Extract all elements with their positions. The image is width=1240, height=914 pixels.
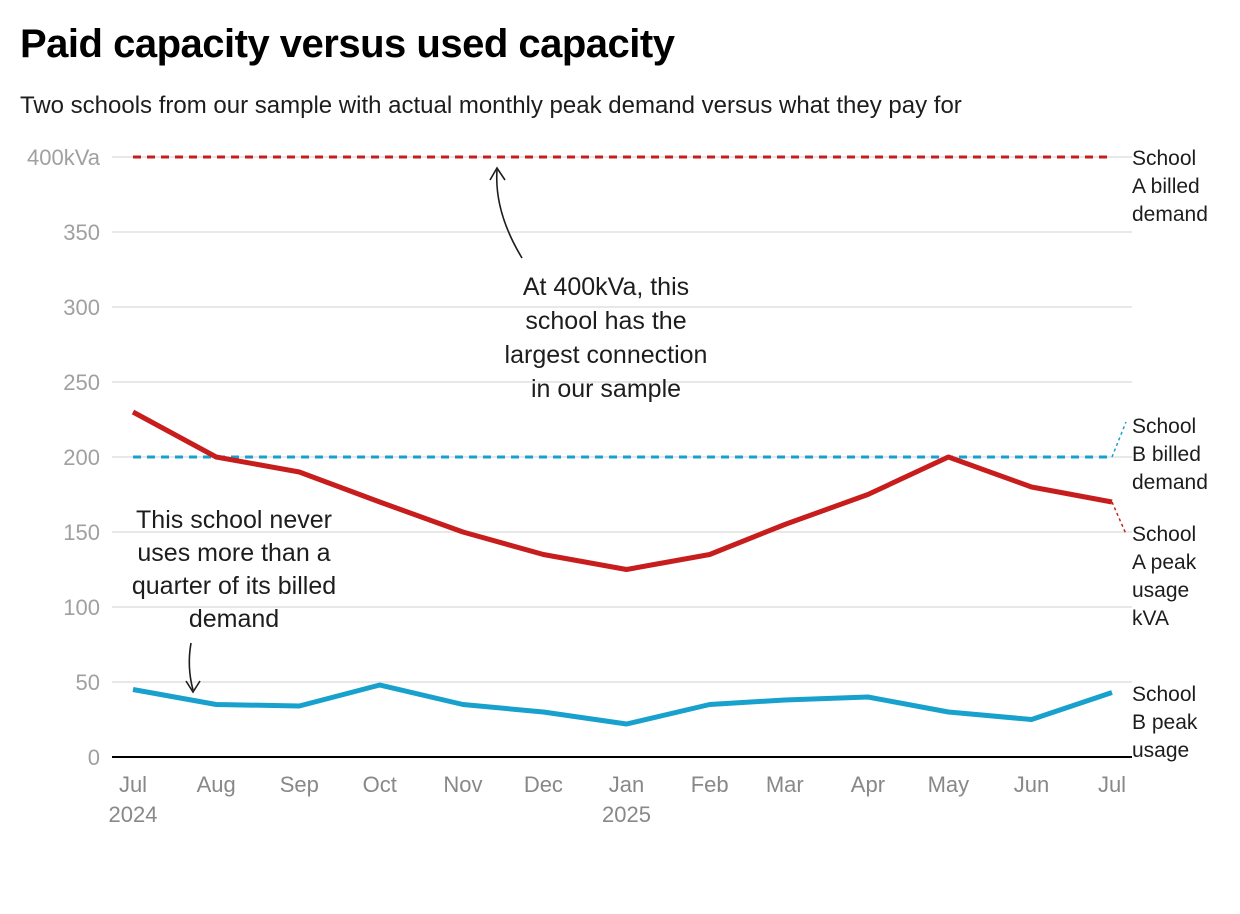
series-line-4 bbox=[132, 682, 1113, 727]
y-tick-label: 200 bbox=[63, 445, 100, 470]
series-label: B billed bbox=[1132, 443, 1201, 466]
y-tick-label: 150 bbox=[63, 520, 100, 545]
x-tick-label: Jul bbox=[1098, 772, 1126, 797]
x-tick-label: 2024 bbox=[109, 802, 158, 827]
annotation-text: quarter of its billed bbox=[132, 572, 336, 600]
series-label: usage bbox=[1132, 739, 1189, 762]
series-label: B peak bbox=[1132, 711, 1198, 734]
annotation-text: At 400kVa, this bbox=[523, 273, 689, 301]
x-tick-label: Mar bbox=[766, 772, 804, 797]
series-label: School bbox=[1132, 683, 1196, 706]
series-label: demand bbox=[1132, 203, 1208, 226]
x-tick-label: Sep bbox=[280, 772, 319, 797]
x-tick-label: Aug bbox=[197, 772, 236, 797]
annotation-text: school has the bbox=[525, 307, 686, 335]
series-label: A peak bbox=[1132, 551, 1197, 574]
y-tick-label: 0 bbox=[88, 745, 100, 770]
x-tick-label: Jan bbox=[609, 772, 644, 797]
y-tick-label: 250 bbox=[63, 370, 100, 395]
label-leader bbox=[1111, 421, 1127, 458]
chart-title: Paid capacity versus used capacity bbox=[20, 22, 675, 66]
series-label: kVA bbox=[1132, 607, 1169, 630]
series-label: A billed bbox=[1132, 175, 1200, 198]
series-label: usage bbox=[1132, 579, 1189, 602]
x-tick-label: Dec bbox=[524, 772, 563, 797]
y-tick-label: 400kVa bbox=[27, 145, 101, 170]
y-tick-label: 300 bbox=[63, 295, 100, 320]
annotation-text: largest connection bbox=[505, 341, 708, 369]
arrow-head-icon bbox=[185, 680, 201, 694]
chart-subtitle: Two schools from our sample with actual … bbox=[20, 92, 962, 119]
x-tick-label: 2025 bbox=[602, 802, 651, 827]
series-label: School bbox=[1132, 523, 1196, 546]
series-label: School bbox=[1132, 147, 1196, 170]
series-label: demand bbox=[1132, 471, 1208, 494]
x-tick-label: Feb bbox=[691, 772, 729, 797]
x-tick-label: Oct bbox=[363, 772, 397, 797]
x-tick-label: Jun bbox=[1014, 772, 1049, 797]
x-tick-label: May bbox=[928, 772, 970, 797]
y-tick-label: 350 bbox=[63, 220, 100, 245]
x-tick-label: Nov bbox=[443, 772, 482, 797]
arrow-head-icon bbox=[489, 166, 506, 181]
annotation-text: in our sample bbox=[531, 375, 681, 403]
annotation-text: This school never bbox=[136, 506, 332, 534]
label-leader bbox=[1111, 501, 1127, 535]
x-tick-label: Apr bbox=[851, 772, 885, 797]
annotation-arrow bbox=[188, 642, 194, 691]
annotation-text: demand bbox=[189, 605, 279, 633]
series-label: School bbox=[1132, 415, 1196, 438]
y-tick-label: 50 bbox=[76, 670, 100, 695]
annotation-arrow bbox=[495, 169, 523, 259]
y-tick-label: 100 bbox=[63, 595, 100, 620]
x-tick-label: Jul bbox=[119, 772, 147, 797]
annotation-text: uses more than a bbox=[137, 539, 330, 567]
